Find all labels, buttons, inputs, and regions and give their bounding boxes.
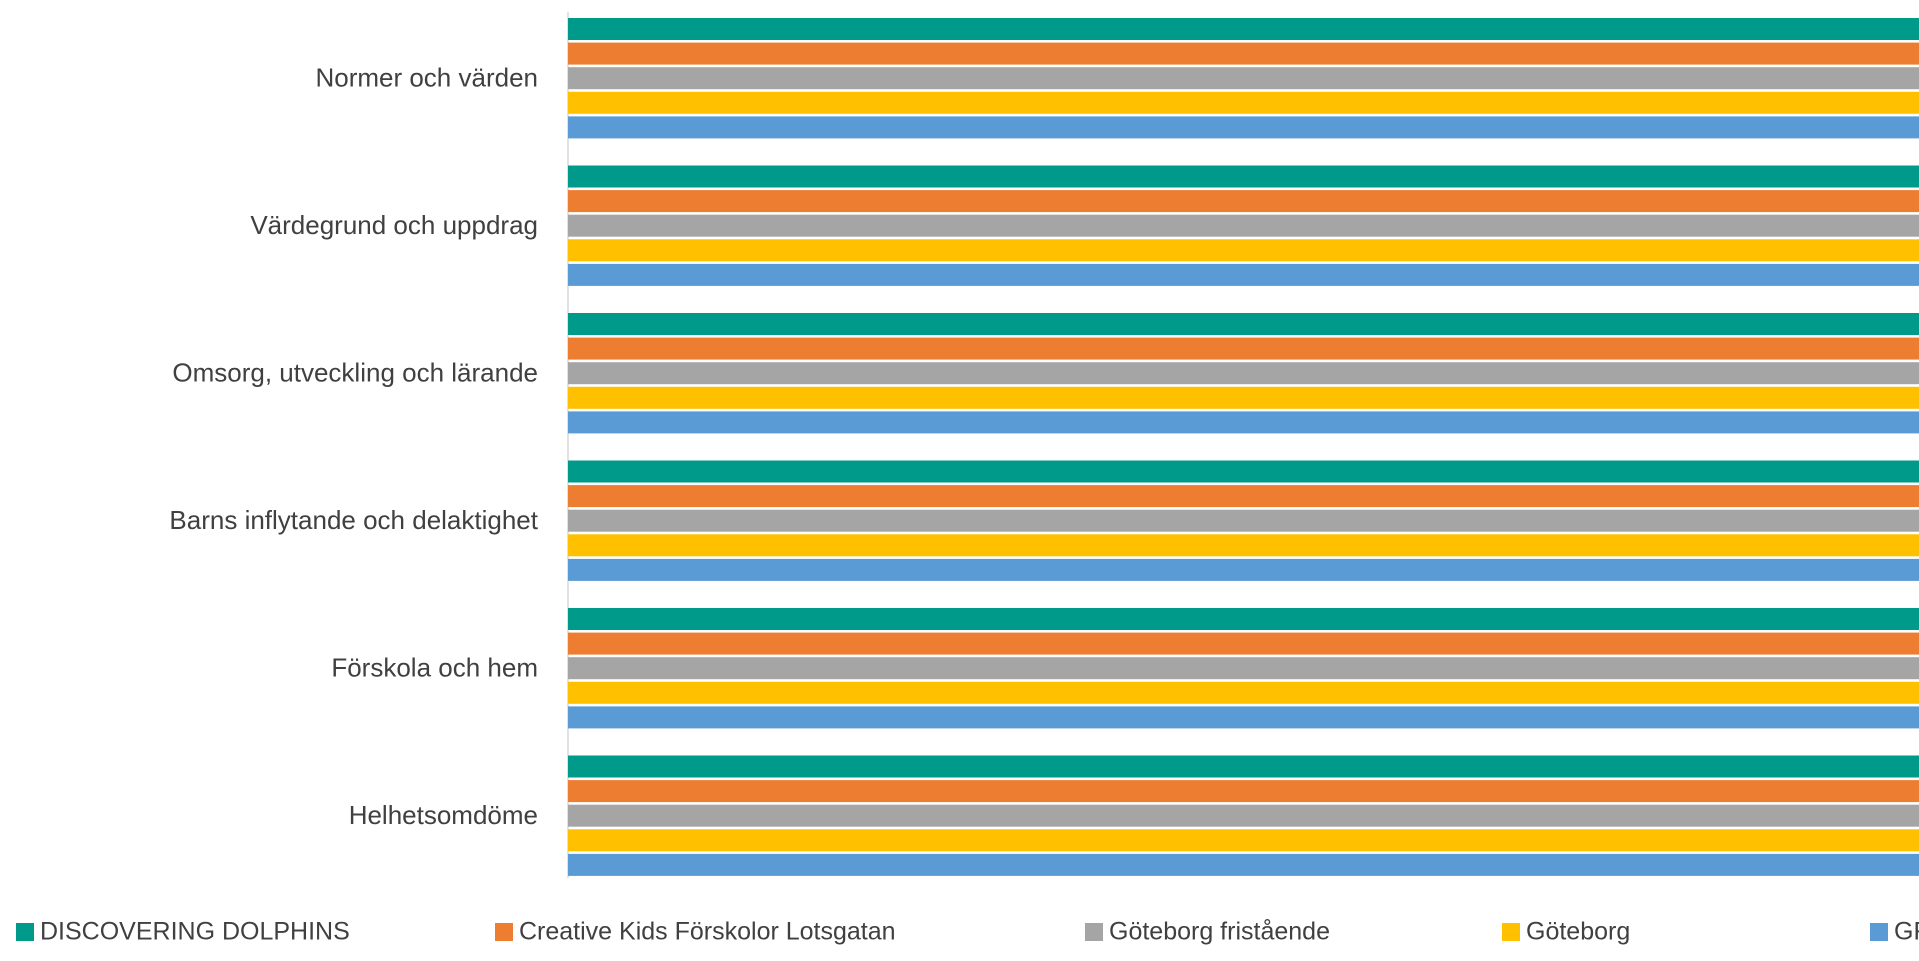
legend-swatch — [1085, 923, 1103, 941]
bar — [568, 829, 1919, 852]
category-label: Förskola och hem — [331, 652, 538, 682]
category-label: Normer och värden — [315, 62, 538, 92]
bar — [568, 411, 1919, 434]
legend-label: Göteborg fristående — [1109, 918, 1330, 946]
legend-label: DISCOVERING DOLPHINS — [40, 918, 350, 946]
bar — [568, 67, 1919, 90]
bar — [568, 780, 1919, 803]
legend-swatch — [16, 923, 34, 941]
bar — [568, 116, 1919, 139]
bar — [568, 337, 1919, 360]
bar — [568, 313, 1919, 335]
bar — [568, 485, 1919, 508]
bar — [568, 42, 1919, 65]
bar — [568, 509, 1919, 532]
bar — [568, 853, 1919, 876]
bars-group — [568, 18, 1919, 876]
legend-label: Creative Kids Förskolor Lotsgatan — [519, 918, 896, 946]
category-label: Omsorg, utveckling och lärande — [172, 357, 538, 387]
legend-swatch — [495, 923, 513, 941]
bar — [568, 214, 1919, 237]
legend: DISCOVERING DOLPHINS Creative Kids Försko… — [16, 918, 1919, 946]
bar — [568, 804, 1919, 827]
bar — [568, 681, 1919, 704]
category-label: Helhetsomdöme — [349, 800, 538, 830]
bar — [568, 190, 1919, 213]
bar — [568, 608, 1919, 630]
bar — [568, 91, 1919, 114]
category-labels-group: Normer och värden Värdegrund och uppdrag O… — [169, 62, 538, 830]
bar — [568, 386, 1919, 409]
category-label: Barns inflytande och delaktighet — [169, 505, 538, 535]
bar — [568, 165, 1919, 188]
legend-swatch — [1870, 923, 1888, 941]
bar — [568, 362, 1919, 385]
bar — [568, 706, 1919, 729]
bar — [568, 18, 1919, 40]
bar — [568, 657, 1919, 680]
bar — [568, 558, 1919, 581]
legend-label: GR — [1894, 918, 1919, 946]
bar — [568, 632, 1919, 655]
bar — [568, 534, 1919, 557]
category-label: Värdegrund och uppdrag — [250, 210, 538, 240]
bar — [568, 460, 1919, 483]
legend-label: Göteborg — [1526, 918, 1630, 946]
legend-swatch — [1502, 923, 1520, 941]
bar — [568, 239, 1919, 262]
bar — [568, 755, 1919, 778]
bar — [568, 263, 1919, 286]
